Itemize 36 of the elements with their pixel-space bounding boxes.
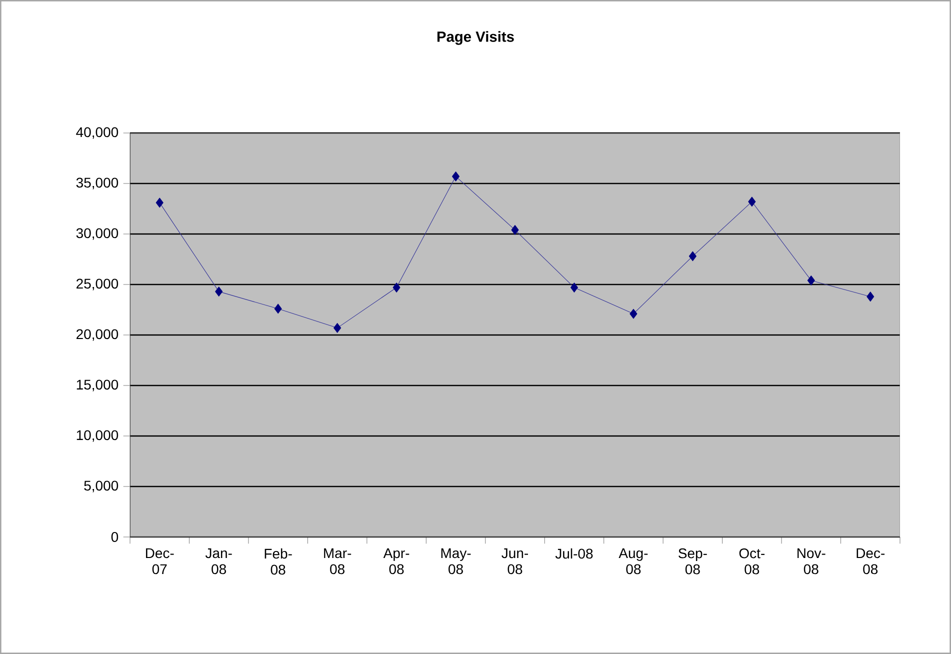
point <box>156 198 164 208</box>
x-tick-label: Aug-08 <box>618 548 648 574</box>
y-tick-label: 25,000 <box>76 278 118 290</box>
point <box>688 251 696 262</box>
point <box>630 308 638 319</box>
point <box>748 196 756 207</box>
point <box>570 282 578 292</box>
x-tick-label: Sep-08 <box>678 548 707 574</box>
x-tick-label: Oct-08 <box>739 548 765 574</box>
point <box>334 322 342 333</box>
point <box>452 171 460 182</box>
y-tick-label: 20,000 <box>76 329 118 341</box>
x-tick-label: Jun-08 <box>502 548 528 574</box>
point <box>215 286 223 296</box>
point <box>807 276 815 286</box>
x-tick-label: Feb-08 <box>264 548 292 575</box>
y-tick-label: 30,000 <box>76 228 118 240</box>
y-tick-label: 35,000 <box>76 178 118 190</box>
y-tick-label: 5,000 <box>84 480 118 492</box>
x-tick-label: May-08 <box>441 548 471 574</box>
x-tick-label: Jan-08 <box>205 548 232 574</box>
x-tick-label: Apr-08 <box>383 548 410 574</box>
point <box>511 225 519 235</box>
y-tick-label: 15,000 <box>76 380 118 392</box>
x-tick-label: Jul-08 <box>555 548 593 559</box>
point <box>274 304 282 314</box>
point <box>392 282 400 292</box>
chart-title: Page Visits <box>437 31 514 45</box>
y-tick-label: 40,000 <box>76 127 118 139</box>
y-tick-label: 0 <box>111 532 118 542</box>
x-tick-label: Dec-07 <box>146 548 174 574</box>
y-tick-label: 10,000 <box>76 430 118 442</box>
x-tick-label: Nov-08 <box>798 548 826 574</box>
x-tick-label: Mar-08 <box>324 548 352 574</box>
point <box>866 292 874 302</box>
x-tick-label: Dec-08 <box>856 548 885 574</box>
